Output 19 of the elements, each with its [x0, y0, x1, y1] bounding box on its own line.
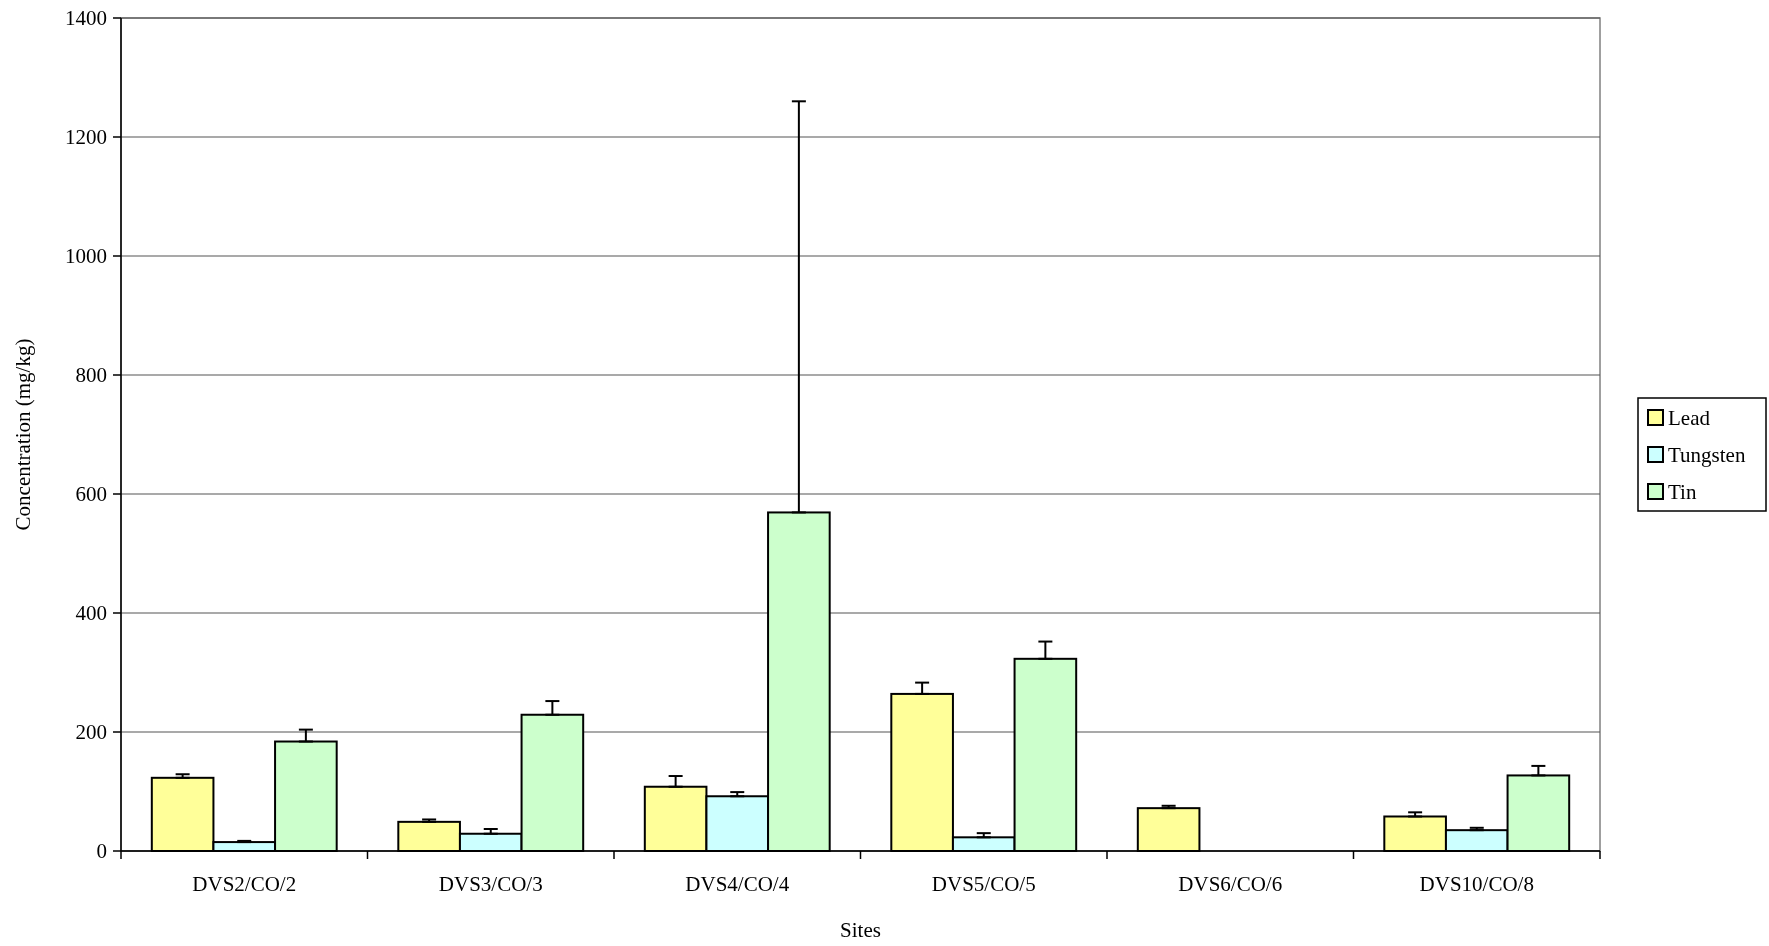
x-axis-title: Sites — [840, 918, 881, 942]
y-tick-label: 400 — [75, 601, 107, 626]
legend-label: Tin — [1668, 480, 1697, 505]
y-tick-label: 1000 — [65, 244, 107, 269]
x-tick-label: DVS6/CO/6 — [1178, 872, 1283, 896]
y-tick-label: 0 — [96, 839, 107, 864]
legend-label: Tungsten — [1668, 443, 1746, 468]
x-tick-label: DVS5/CO/5 — [931, 872, 1036, 896]
x-tick-label: DVS3/CO/3 — [438, 872, 543, 896]
x-tick-label: DVS10/CO/8 — [1419, 872, 1534, 896]
y-tick-label: 1400 — [65, 6, 107, 31]
legend-label: Lead — [1668, 406, 1711, 431]
y-tick-label: 200 — [75, 720, 107, 745]
x-tick-label: DVS4/CO/4 — [685, 872, 790, 896]
y-tick-label: 1200 — [65, 125, 107, 150]
y-tick-label: 800 — [75, 363, 107, 388]
y-axis-title: Concentration (mg/kg) — [11, 338, 35, 531]
x-tick-label: DVS2/CO/2 — [192, 872, 297, 896]
y-tick-label: 600 — [75, 482, 107, 507]
